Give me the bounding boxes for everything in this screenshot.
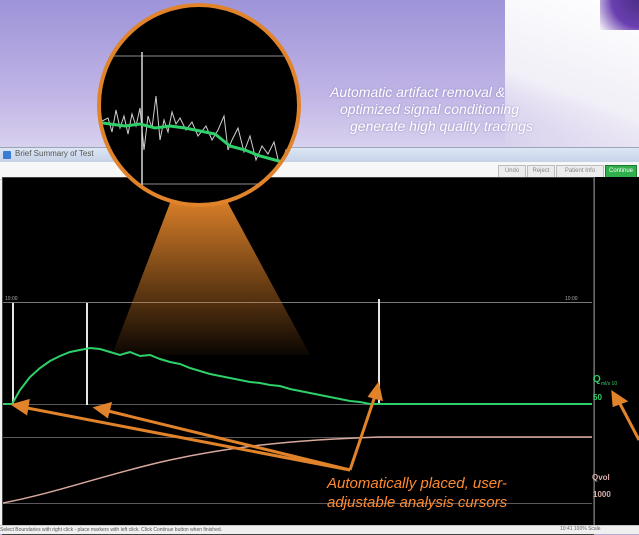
volume-top-line xyxy=(3,437,592,438)
cursor-caption-line-2: adjustable analysis cursors xyxy=(327,494,508,511)
flow-label: Q xyxy=(593,374,601,385)
artifact-caption-line-1: Automatic artifact removal & xyxy=(330,84,506,100)
volume-label: Qvol xyxy=(592,473,610,482)
background-corner-swoosh xyxy=(600,0,639,30)
magnifier-ring xyxy=(97,3,301,207)
cursor-max-flow[interactable] xyxy=(86,303,88,405)
cursor-caption-line-1: Automatically placed, user- xyxy=(327,475,507,492)
flow-unit: ml/s 10 xyxy=(601,381,618,387)
upper-boundary-line xyxy=(3,302,592,303)
cursor-caption: Automatically placed, user- adjustable a… xyxy=(327,474,507,512)
artifact-caption-line-3: generate high quality tracings xyxy=(350,118,533,134)
magnifier-lens xyxy=(99,5,299,205)
flow-scale-value: 50 xyxy=(593,393,602,402)
magnifier-beam xyxy=(112,203,310,355)
scale-left-label: 10:00 xyxy=(5,296,18,302)
flow-trace xyxy=(3,346,592,405)
side-scale-panel xyxy=(594,177,639,533)
artifact-caption-line-2: optimized signal conditioning xyxy=(340,101,519,117)
flow-plot-area[interactable] xyxy=(2,177,594,535)
app-icon xyxy=(3,151,11,159)
status-bar: Select Boundaries with right click - pla… xyxy=(0,525,639,534)
volume-trace xyxy=(2,436,592,504)
artifact-caption: Automatic artifact removal & optimized s… xyxy=(330,84,533,135)
cursor-end[interactable] xyxy=(378,299,380,405)
baseline-line xyxy=(3,404,592,405)
status-right: 10:41 100% Scale xyxy=(560,526,601,532)
cursor-start[interactable] xyxy=(12,303,14,405)
window-title: Brief Summary of Test xyxy=(15,149,94,158)
volume-baseline-line xyxy=(3,503,592,504)
scale-right-label: 10:00 xyxy=(565,296,578,302)
callout-arrows xyxy=(10,381,639,472)
volume-scale-value: 1000 xyxy=(593,490,611,499)
